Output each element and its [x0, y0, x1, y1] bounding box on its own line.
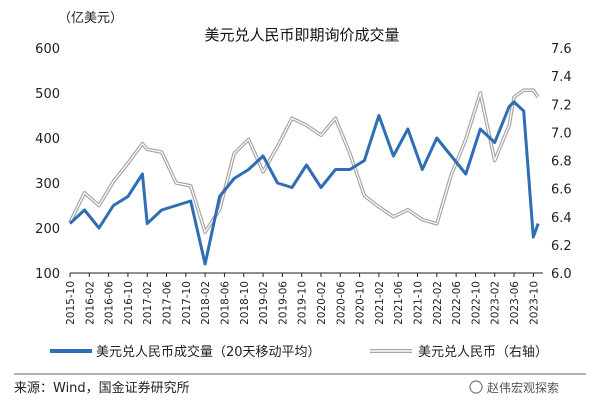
x-tick-label: 2022-02 — [432, 281, 444, 325]
series-exchange-rate — [68, 88, 540, 234]
plot-area — [68, 88, 543, 274]
x-tick-label: 2023-10 — [528, 281, 540, 325]
source-note: 来源：Wind，国金证券研究所 — [14, 380, 190, 396]
legend-label-volume: 美元兑人民币成交量（20天移动平均） — [96, 344, 321, 360]
left-tick-label: 200 — [35, 222, 60, 237]
x-tick-label: 2016-02 — [84, 281, 96, 325]
x-tick-label: 2022-06 — [451, 281, 463, 325]
x-tick-label: 2017-02 — [142, 281, 154, 325]
x-tick-label: 2018-10 — [239, 281, 251, 325]
right-tick-label: 7.2 — [551, 98, 572, 113]
x-tick-label: 2016-10 — [123, 281, 135, 325]
left-axis-ticks: 100 200 300 400 500 600 — [35, 42, 60, 282]
x-tick-label: 2020-02 — [316, 281, 328, 325]
x-tick-label: 2023-02 — [490, 281, 502, 325]
right-tick-label: 6.6 — [551, 183, 572, 198]
left-tick-label: 100 — [35, 267, 60, 282]
legend-label-rate: 美元兑人民币（右轴） — [418, 345, 548, 360]
x-tick-label: 2019-10 — [297, 281, 309, 325]
x-tick-label: 2017-10 — [181, 281, 193, 325]
right-tick-label: 7.4 — [551, 70, 572, 85]
x-tick-label: 2018-02 — [200, 281, 212, 325]
left-tick-label: 400 — [35, 132, 60, 147]
x-axis-ticks: 2015-10 2016-02 2016-06 2016-10 2017-02 2017-… — [65, 273, 540, 325]
x-tick-label: 2018-06 — [219, 281, 231, 325]
x-tick-label: 2021-02 — [374, 281, 386, 325]
x-tick-label: 2022-10 — [470, 281, 482, 325]
watermark-text: 赵伟宏观探索 — [487, 380, 559, 395]
watermark-icon — [469, 380, 483, 394]
right-tick-label: 6.8 — [551, 155, 572, 170]
right-tick-label: 6.4 — [551, 211, 572, 226]
x-tick-label: 2016-06 — [104, 281, 116, 325]
x-tick-label: 2020-10 — [355, 281, 367, 325]
right-tick-label: 7.6 — [551, 42, 572, 57]
right-tick-label: 6.2 — [551, 239, 572, 254]
legend: 美元兑人民币成交量（20天移动平均） 美元兑人民币（右轴） — [50, 344, 548, 360]
x-tick-label: 2019-06 — [277, 281, 289, 325]
left-tick-label: 300 — [35, 177, 60, 192]
series-volume — [68, 100, 540, 266]
right-axis-ticks: 6.0 6.2 6.4 6.6 6.8 7.0 7.2 7.4 7.6 — [551, 42, 572, 282]
exchange-rate-line-core — [69, 89, 539, 233]
volume-line — [68, 100, 540, 266]
chart-title: 美元兑人民币即期询价成交量 — [204, 26, 399, 44]
x-tick-label: 2019-02 — [258, 281, 270, 325]
left-tick-label: 600 — [35, 42, 60, 57]
right-tick-label: 7.0 — [551, 126, 572, 141]
x-tick-label: 2023-06 — [509, 281, 521, 325]
x-tick-label: 2020-06 — [335, 281, 347, 325]
x-tick-label: 2021-06 — [393, 281, 405, 325]
right-tick-label: 6.0 — [551, 267, 572, 282]
x-tick-label: 2017-06 — [162, 281, 174, 325]
left-axis-unit: （亿美元） — [58, 11, 123, 26]
left-tick-label: 500 — [35, 87, 60, 102]
x-tick-label: 2015-10 — [65, 281, 77, 325]
x-tick-label: 2021-10 — [413, 281, 425, 325]
